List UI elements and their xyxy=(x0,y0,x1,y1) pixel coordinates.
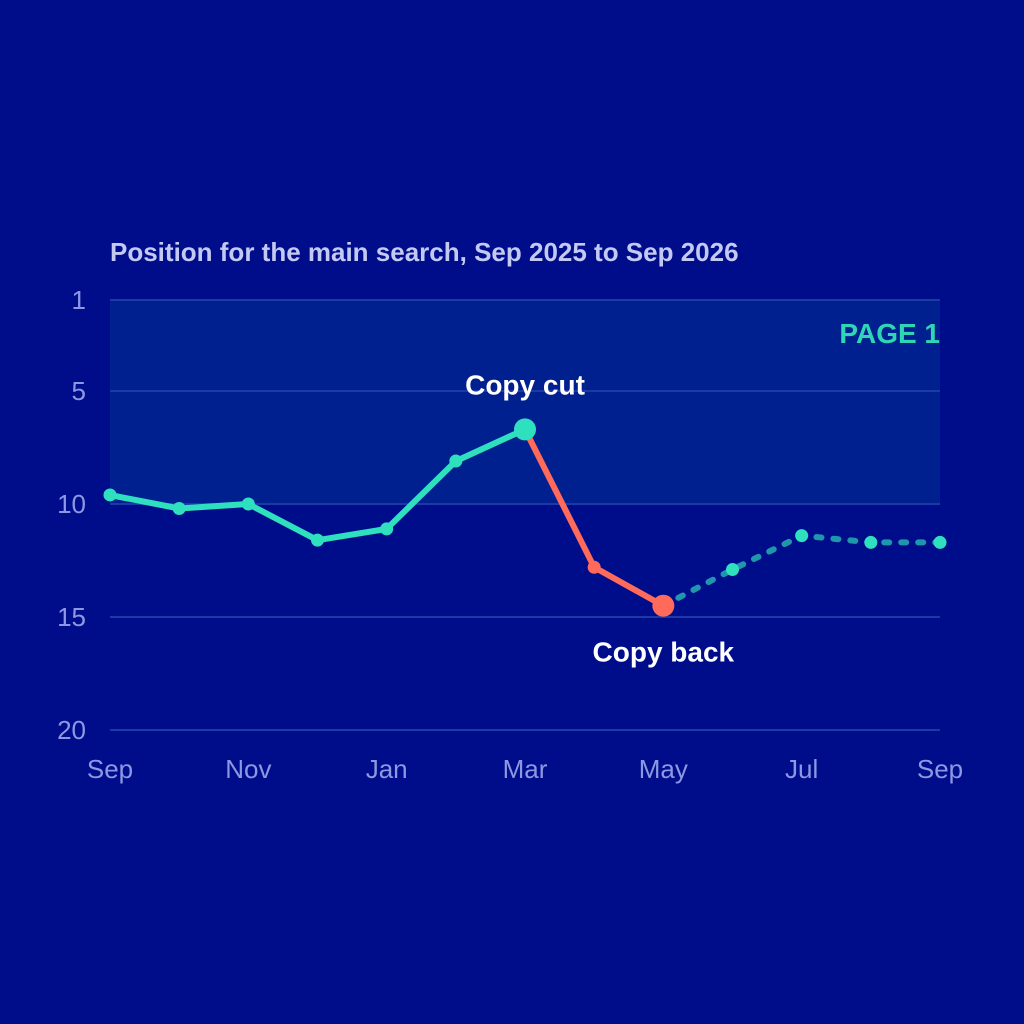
y-tick-label: 1 xyxy=(72,285,86,315)
annotation-label: Copy back xyxy=(593,637,735,668)
x-tick-label: Nov xyxy=(225,754,271,784)
data-point xyxy=(241,497,255,511)
band-label: PAGE 1 xyxy=(839,318,940,349)
data-point xyxy=(380,522,394,536)
data-point xyxy=(795,529,809,543)
data-point xyxy=(726,563,739,577)
data-point xyxy=(172,502,186,516)
x-tick-label: Jan xyxy=(366,754,408,784)
annotation-label: Copy cut xyxy=(465,369,585,400)
x-tick-label: May xyxy=(639,754,688,784)
highlight-point xyxy=(652,594,675,617)
chart-title: Position for the main search, Sep 2025 t… xyxy=(110,237,739,267)
y-tick-label: 5 xyxy=(72,376,86,406)
data-point xyxy=(449,454,463,468)
page1-band xyxy=(110,300,940,504)
data-point xyxy=(311,533,324,547)
data-point xyxy=(587,560,601,574)
x-tick-label: Sep xyxy=(87,754,133,784)
highlight-point xyxy=(514,418,536,441)
x-tick-label: Jul xyxy=(785,754,818,784)
data-point xyxy=(864,535,878,549)
x-tick-label: Mar xyxy=(503,754,548,784)
data-point xyxy=(103,488,117,502)
y-tick-label: 20 xyxy=(57,715,86,745)
y-tick-label: 10 xyxy=(57,489,86,519)
data-point xyxy=(933,535,947,549)
x-tick-label: Sep xyxy=(917,754,963,784)
y-tick-label: 15 xyxy=(57,602,86,632)
series-line-recovery xyxy=(660,532,943,609)
